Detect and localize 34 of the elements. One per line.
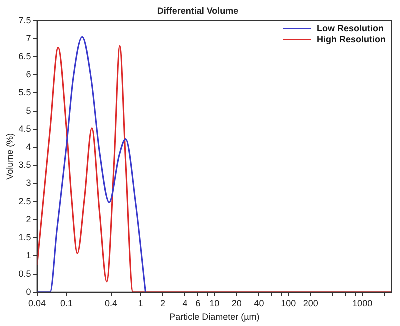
y-tick-label: 4.5 [18,124,32,134]
y-tick-label: 7 [26,33,32,44]
x-tick-label: 0.4 [105,298,118,308]
y-tick-label: 7.5 [18,15,32,26]
chart-title: Differential Volume [157,6,239,16]
x-tick-label: 10 [210,298,220,308]
y-tick-label: 6.5 [18,52,32,62]
x-tick-label: 0.04 [28,298,46,308]
x-tick-label: 200 [303,298,318,308]
x-tick-label: 1 [138,298,144,308]
x-tick-label: 4 [182,298,188,308]
legend-label: High Resolution [317,34,386,44]
y-tick-label: 5 [26,106,32,116]
y-tick-label: 1.5 [18,232,32,243]
x-tick-label: 6 [196,298,201,308]
x-tick-label: 40 [254,298,264,308]
y-tick-label: 5.5 [18,88,32,98]
y-tick-label: 0.5 [18,268,32,279]
x-tick-label: 2 [160,298,166,308]
y-tick-label: 3 [26,178,32,188]
y-tick-label: 2 [26,214,32,224]
y-axis-title: Volume (%) [4,133,15,180]
y-tick-label: 1 [26,250,32,261]
x-tick-label: 0.1 [60,298,73,308]
y-tick-label: 0 [26,286,32,297]
y-tick-label: 2.5 [18,196,32,206]
x-tick-label: 100 [281,298,296,308]
y-tick-label: 4 [26,142,32,152]
x-axis-title: Particle Diameter (µm) [170,312,260,322]
x-tick-label: 1000 [352,298,373,308]
x-tick-label: 20 [232,298,242,308]
legend-label: Low Resolution [317,23,384,34]
y-tick-label: 6 [26,70,32,80]
y-tick-label: 3.5 [18,160,32,170]
